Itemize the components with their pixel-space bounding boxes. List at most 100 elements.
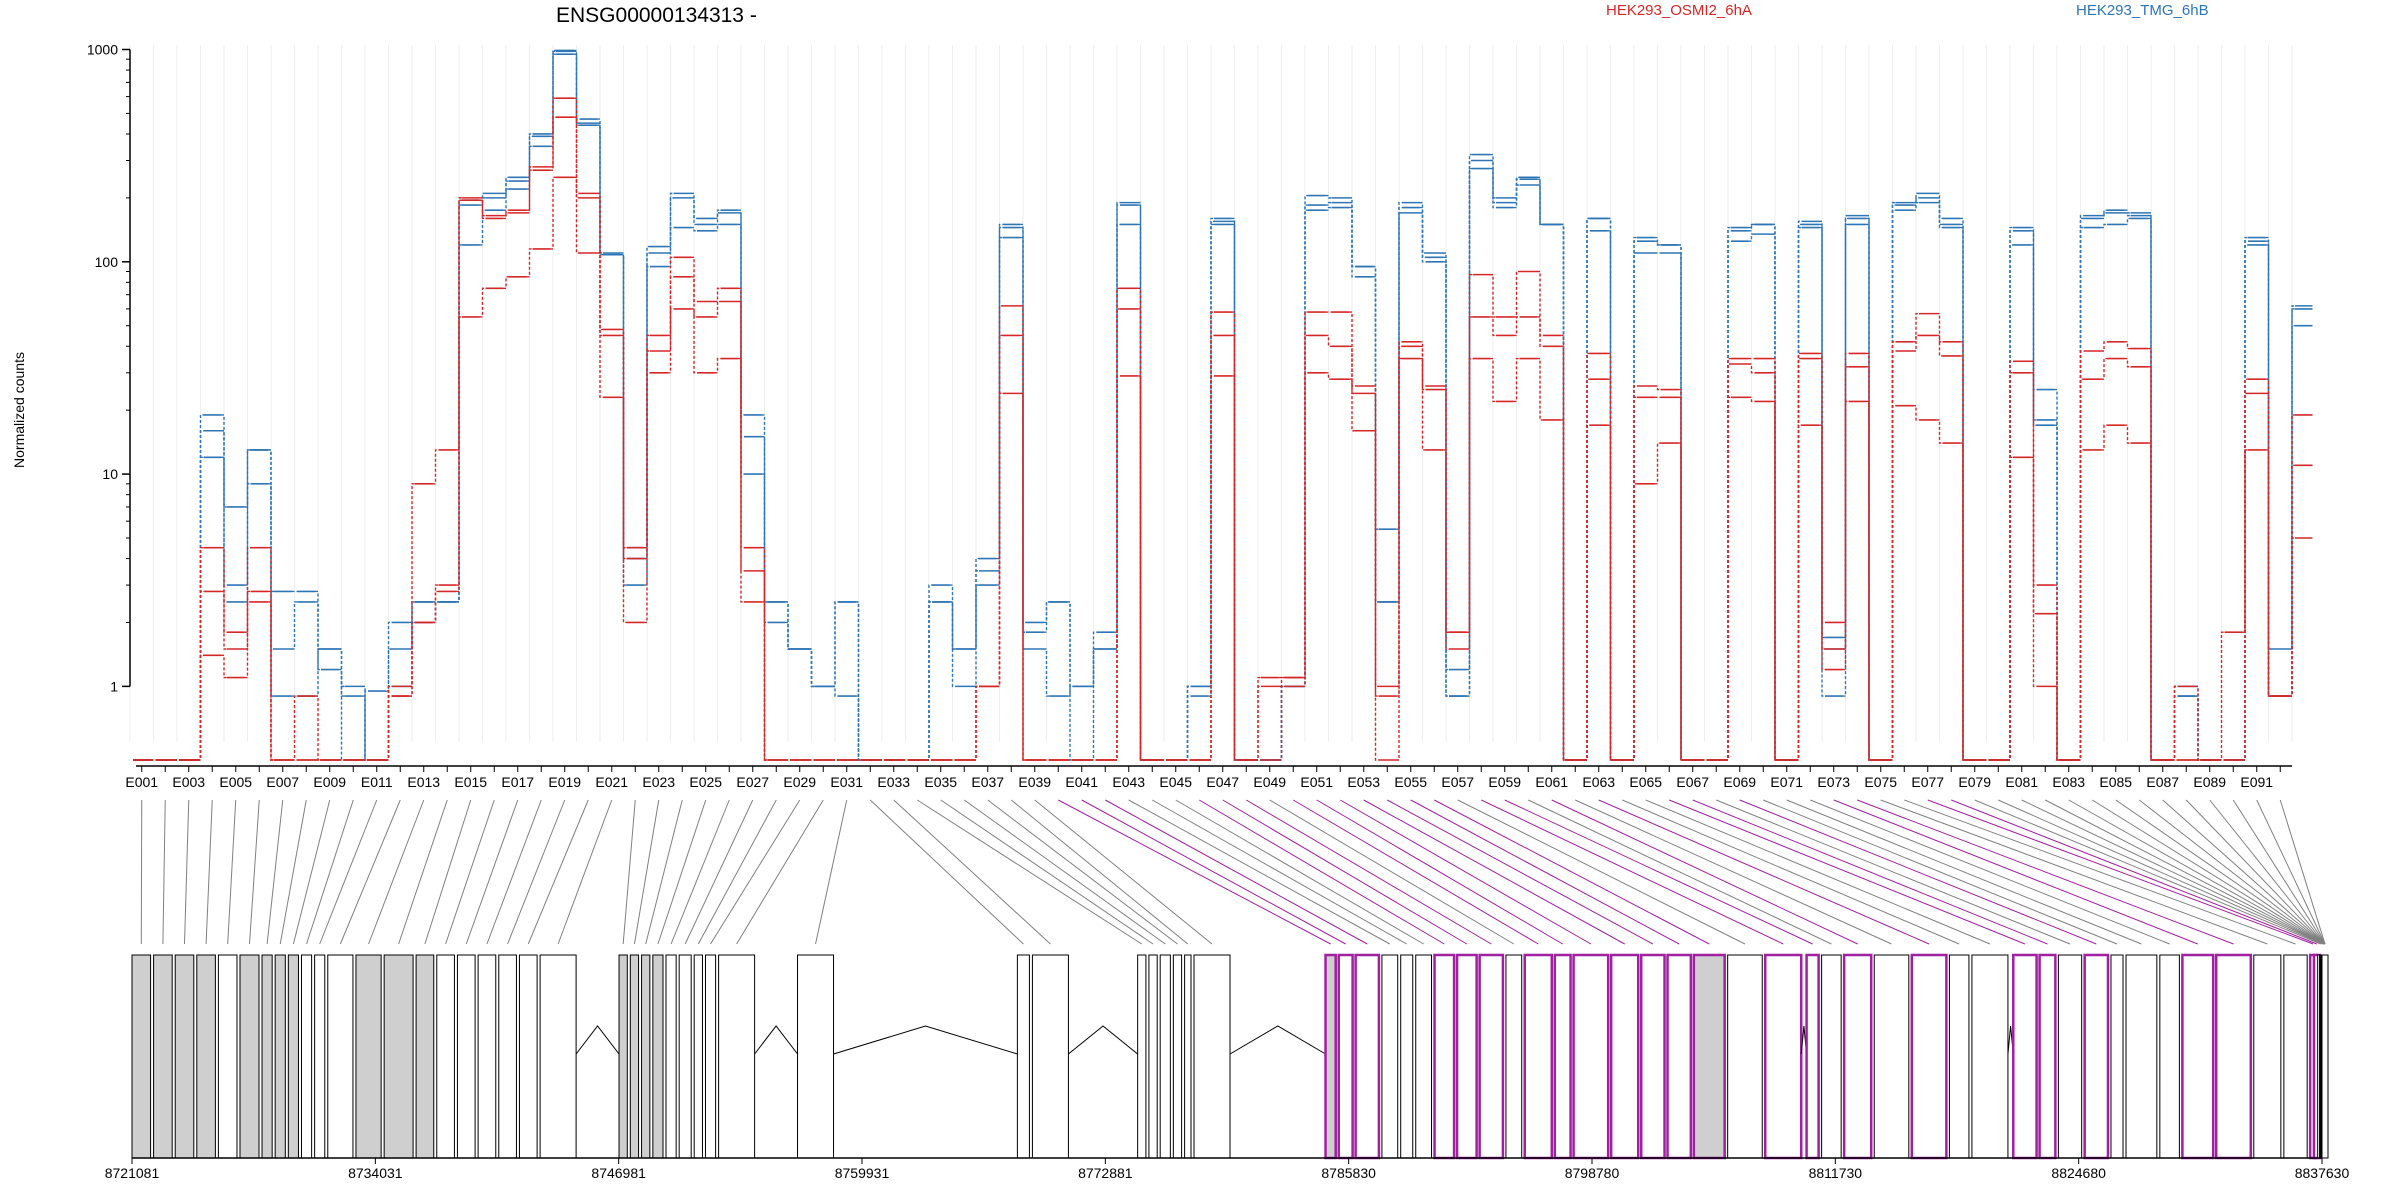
series-transition (761, 601, 768, 761)
series-transition (1443, 252, 1449, 697)
series-transition (1419, 212, 1426, 263)
series-transition (1372, 430, 1379, 761)
series-transition (1537, 270, 1543, 337)
series-transition (1842, 366, 1849, 650)
connector-line (1598, 799, 1930, 945)
series-transition (244, 483, 251, 603)
series-transition (1678, 388, 1684, 761)
connector-line (987, 799, 1178, 945)
x-tick-label: E019 (548, 774, 581, 790)
exon-box (1666, 953, 1693, 1160)
y-tick-label: 10 (102, 466, 118, 482)
exon-box (641, 954, 651, 1159)
series-transition (996, 392, 1003, 688)
exon-box (1415, 954, 1433, 1159)
connector-line (486, 799, 542, 945)
series-transition (197, 654, 204, 761)
series-transition (1137, 375, 1144, 761)
series-transition (2007, 456, 2013, 761)
connector-line (2279, 799, 2326, 945)
connector-line (279, 799, 307, 945)
exon-box (1337, 953, 1354, 1160)
series-transition (526, 166, 533, 211)
connector-line (445, 799, 495, 945)
series-transition (291, 601, 298, 650)
series-transition (221, 430, 227, 586)
connector-line (1105, 799, 1368, 945)
series-transition (503, 276, 509, 290)
series-transition (221, 654, 227, 679)
connector-line (292, 799, 331, 945)
connector-line (1575, 799, 1892, 945)
series-transition (1490, 273, 1496, 318)
exon-box (2125, 954, 2158, 1159)
exon-box (2159, 954, 2180, 1159)
connector-line (2115, 799, 2325, 945)
series-transition (1137, 308, 1144, 761)
connector-line (183, 799, 190, 945)
series-transition (949, 601, 956, 688)
coord-tick-label: 8721081 (105, 1165, 160, 1181)
series-transition (1302, 372, 1308, 679)
series-transition (503, 209, 509, 217)
connector-line (2068, 799, 2325, 945)
exon-box (1692, 953, 1726, 1160)
x-tick-label: E069 (1723, 774, 1756, 790)
connector-line (1810, 799, 2170, 945)
series-transition (691, 308, 697, 374)
series-transition (1490, 153, 1496, 204)
x-tick-label: E077 (1911, 774, 1944, 790)
series-transition (1560, 345, 1567, 761)
series-transition (620, 334, 627, 560)
series-transition (1466, 357, 1473, 633)
series-transition (691, 226, 697, 232)
series-transition (244, 449, 251, 508)
coord-tick-label: 8837630 (2295, 1165, 2350, 1181)
series-transition (573, 53, 580, 126)
series-transition (714, 223, 721, 232)
series-transition (1419, 345, 1426, 391)
exon-box (261, 954, 273, 1159)
connector-line (1763, 799, 2118, 945)
exon-connectors (140, 799, 2326, 945)
x-tick-label: E025 (689, 774, 722, 790)
connector-line (1528, 799, 1832, 945)
series-transition (1043, 601, 1050, 624)
exon-box (1400, 954, 1414, 1159)
series-transition (973, 685, 979, 761)
series-transition (291, 695, 298, 761)
x-tick-label: E043 (1112, 774, 1145, 790)
connector-line (306, 799, 354, 945)
series-transition (1208, 223, 1214, 697)
series-transition (1490, 316, 1496, 337)
connector-line (1951, 799, 2318, 945)
connector-line (1340, 799, 1592, 945)
exon-box (2057, 954, 2083, 1159)
series-transition (1960, 442, 1966, 761)
exon-box (327, 954, 354, 1159)
connector-line (1269, 799, 1515, 945)
gene-model (131, 953, 2329, 1160)
series-transition (1349, 311, 1355, 387)
connector-line (1481, 799, 1784, 945)
intron-line (754, 1025, 798, 1055)
exon-box (456, 954, 476, 1159)
series-transition (503, 176, 509, 199)
series-transition (1466, 167, 1473, 671)
connector-line (1857, 799, 2234, 945)
series-transition (738, 212, 744, 438)
series-transition (738, 357, 744, 603)
x-tick-label: E037 (971, 774, 1004, 790)
connector-line (2209, 799, 2326, 945)
series-transition (1372, 392, 1379, 697)
series-transition (1866, 366, 1872, 761)
x-tick-label: E011 (361, 774, 393, 790)
series-transition (2077, 449, 2084, 761)
series-transition (1748, 363, 1755, 374)
connector-line (205, 799, 213, 945)
series-transition (1537, 184, 1543, 226)
connector-line (1904, 799, 2296, 945)
x-tick-label: E041 (1065, 774, 1098, 790)
series-transition (526, 133, 533, 179)
